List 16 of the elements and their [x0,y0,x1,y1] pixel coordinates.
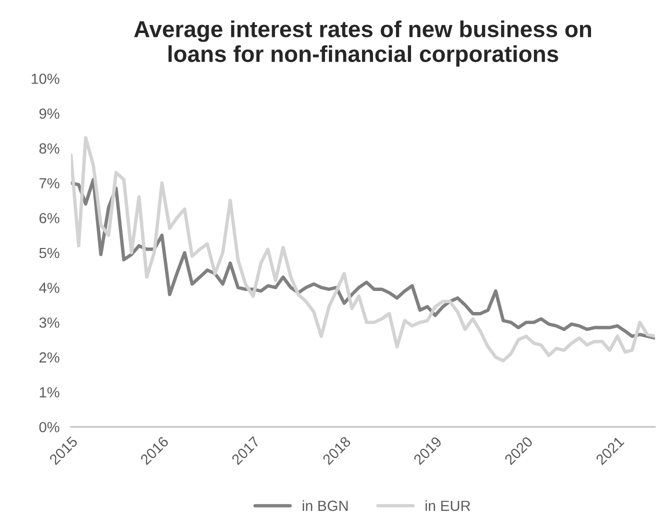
chart-title: Average interest rates of new business on loans for non-financial corporations [134,20,592,67]
y-tick-label: 7% [40,178,60,188]
legend-label: in EUR [426,500,470,511]
legend-label: in BGN [302,500,348,511]
y-tick-label: 10% [32,74,60,84]
line-series [70,136,656,362]
y-tick-label: 6% [40,212,60,224]
y-tick-label: 3% [39,317,60,328]
y-tick-label: 1% [40,387,60,398]
y-tick-label: 4% [39,282,60,293]
line-series [70,178,656,340]
y-tick-label: 8% [39,143,60,154]
y-tick-label: 5% [39,248,60,258]
y-tick-label: 0% [39,422,60,432]
y-tick-label: 9% [39,108,60,119]
y-tick-label: 2% [40,352,60,363]
